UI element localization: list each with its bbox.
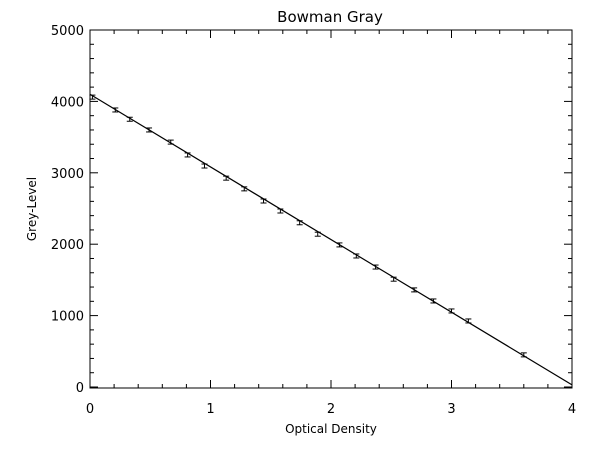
chart-title: Bowman Gray	[277, 8, 383, 26]
data-point	[353, 253, 360, 259]
data-point	[372, 264, 379, 270]
data-point	[260, 198, 267, 204]
data-point	[223, 175, 230, 181]
data-point	[241, 186, 248, 192]
y-tick-label: 3000	[51, 167, 84, 182]
x-tick-label: 4	[568, 402, 576, 417]
data-point	[184, 152, 191, 158]
data-point	[112, 107, 119, 113]
data-point	[314, 231, 321, 237]
x-tick-label: 1	[206, 402, 214, 417]
data-point	[126, 116, 133, 122]
data-point	[146, 127, 153, 133]
data-point	[465, 318, 472, 324]
fit-line	[89, 93, 573, 386]
y-tick-label: 4000	[51, 95, 84, 110]
y-tick-label: 2000	[51, 238, 84, 253]
plot-frame	[89, 29, 573, 389]
data-point	[296, 220, 303, 226]
y-tick-label: 5000	[51, 24, 84, 39]
data-point	[411, 287, 418, 293]
x-tick-label: 2	[327, 402, 335, 417]
data-point	[336, 242, 343, 248]
data-point	[277, 208, 284, 214]
x-tick-label: 0	[86, 402, 94, 417]
x-tick-label: 3	[447, 402, 455, 417]
data-point	[201, 163, 208, 169]
data-point	[167, 139, 174, 145]
y-axis-label: Grey-Level	[25, 177, 39, 241]
data-point	[89, 94, 96, 100]
x-axis-label: Optical Density	[285, 422, 377, 436]
data-point	[448, 308, 455, 314]
y-tick-label: 1000	[51, 310, 84, 325]
data-point	[390, 276, 397, 282]
data-point	[430, 298, 437, 304]
data-point	[520, 352, 527, 358]
y-tick-label: 0	[76, 381, 84, 396]
